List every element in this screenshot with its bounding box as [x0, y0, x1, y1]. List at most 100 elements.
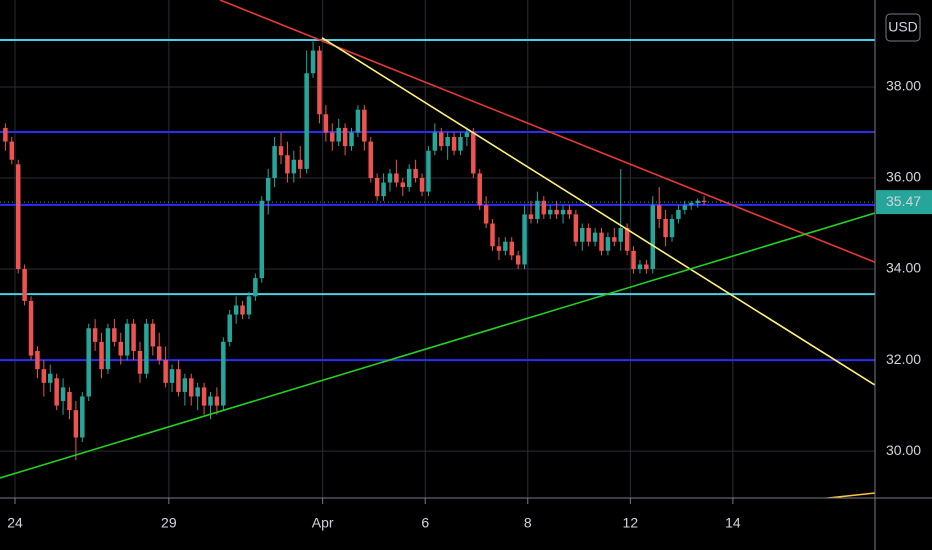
candle-body [368, 141, 373, 178]
candle-body [445, 137, 450, 147]
candle-body [547, 209, 553, 215]
x-tick-label: 8 [524, 515, 532, 531]
candle-body [663, 218, 668, 238]
candle-body [573, 214, 579, 242]
candle-body [349, 132, 354, 147]
candle-body [201, 387, 207, 406]
candle-body [676, 209, 681, 219]
candle-body [419, 177, 425, 192]
candle-body [682, 205, 688, 210]
y-tick-label: 30.00 [886, 442, 921, 458]
candle-body [233, 305, 239, 315]
candle-body [73, 410, 79, 438]
candle-body [535, 200, 540, 219]
candle-body [22, 269, 27, 301]
candle-body [503, 241, 508, 251]
x-tick-label: Apr [312, 515, 334, 531]
candle-body [522, 214, 527, 265]
candle-body [451, 137, 457, 151]
candle-body [458, 137, 463, 151]
candle-body [246, 296, 252, 315]
candle-body [156, 346, 162, 361]
candle-body [637, 264, 643, 270]
candle-body [426, 150, 431, 192]
candle-body [618, 228, 623, 242]
candle-body [515, 255, 521, 265]
candle-body [150, 323, 156, 347]
candle-body [644, 264, 649, 270]
candle-body [144, 323, 149, 374]
candle-body [567, 209, 572, 215]
candle-body [176, 369, 181, 392]
candle-body [297, 159, 303, 169]
candle-body [9, 141, 15, 160]
candle-body [330, 132, 335, 142]
x-tick-label: 14 [725, 515, 741, 531]
candle-body [195, 387, 200, 397]
candle-body [400, 182, 406, 188]
candle-body [413, 168, 418, 178]
candle-body [317, 50, 322, 115]
candle-body [406, 168, 412, 188]
trend-line [820, 492, 875, 498]
candle-body [265, 177, 271, 201]
candle-body [509, 241, 515, 256]
candle-body [259, 200, 265, 279]
candle-body [272, 146, 277, 178]
candle-body [439, 132, 444, 147]
candle-body [3, 127, 8, 142]
candle-body [695, 200, 700, 204]
candle-body [221, 341, 226, 406]
candle-body [28, 300, 34, 356]
candle-body [182, 378, 188, 392]
candle-body [669, 218, 675, 238]
candle-body [477, 173, 482, 206]
candle-body [105, 328, 111, 370]
candle-body [374, 177, 380, 197]
candle-body [92, 328, 98, 342]
candle-body [291, 159, 297, 174]
candle-body [112, 328, 117, 342]
candle-body [131, 323, 136, 351]
candle-body [592, 232, 598, 242]
candle-body [137, 350, 143, 374]
candle-body [60, 387, 66, 402]
candle-body [688, 203, 694, 206]
candle-body [432, 132, 438, 151]
currency-label[interactable]: USD [888, 19, 918, 35]
y-tick-label: 34.00 [886, 260, 921, 276]
candle-body [54, 378, 59, 406]
candle-body [701, 200, 707, 203]
candle-body [189, 378, 194, 397]
candle-body [80, 396, 85, 438]
currency-button[interactable] [885, 13, 921, 42]
candle-body [99, 341, 104, 370]
candle-body [362, 109, 367, 142]
candle-body [253, 278, 258, 297]
candle-body [285, 155, 290, 174]
candle-body [528, 214, 534, 219]
candle-body [304, 73, 309, 169]
candle-body [336, 127, 341, 142]
candle-body [586, 228, 591, 242]
candle-body [541, 200, 547, 215]
candle-body [163, 360, 168, 383]
candle-body [656, 205, 662, 219]
candle-body [612, 237, 617, 242]
candle-body [605, 237, 611, 251]
candle-body [124, 323, 130, 356]
y-tick-label: 38.00 [886, 78, 921, 94]
candle-body [227, 314, 232, 342]
candle-body [490, 223, 495, 247]
candle-body [580, 228, 585, 242]
candle-body [381, 182, 386, 197]
candle-body [86, 328, 91, 397]
candle-body [387, 173, 393, 183]
trend-line [321, 37, 875, 386]
candle-body [631, 250, 636, 270]
candle-body [650, 205, 656, 270]
candle-body [169, 369, 175, 383]
candle-body [15, 164, 21, 270]
